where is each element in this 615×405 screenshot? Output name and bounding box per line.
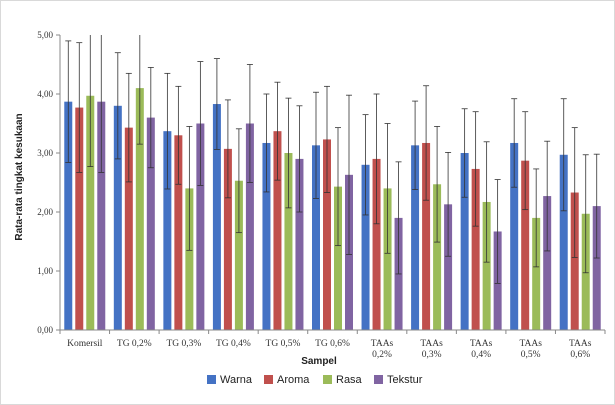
bar-tekstur xyxy=(592,206,601,330)
bar-rasa xyxy=(86,95,95,331)
y-axis-ticks: 0,00 1,00 2,00 3,00 4,00 5,00 xyxy=(37,30,60,335)
y-axis-title: Rata-rata tingkat kesukaan xyxy=(14,113,25,240)
bars-group xyxy=(64,88,601,331)
x-tick-label-line: TAAs xyxy=(470,339,493,349)
legend-label-aroma: Aroma xyxy=(277,374,310,386)
x-tick-label-line: 0,3% xyxy=(422,350,442,360)
legend-swatch-aroma xyxy=(264,375,273,384)
x-tick-label-line: TG 0,6% xyxy=(315,339,350,349)
bar-tekstur xyxy=(146,117,155,330)
x-tick-label-line: 0,5% xyxy=(521,350,541,360)
bar-warna xyxy=(163,131,172,330)
x-axis-ticks: Komersil TG 0,2% TG 0,3% TG 0,4% TG 0,5% TG 0… xyxy=(59,330,606,360)
x-tick-label: Komersil xyxy=(67,339,103,349)
x-tick-label-line: TG 0,2% xyxy=(117,339,152,349)
x-tick-label: TG 0,5% xyxy=(266,339,301,349)
bar-aroma xyxy=(223,148,232,330)
x-tick-label: TAAs 0,4% xyxy=(470,339,493,360)
bar-rasa xyxy=(234,180,243,330)
bar-aroma xyxy=(471,168,480,330)
x-tick-label-line: TG 0,4% xyxy=(216,339,251,349)
bar-warna xyxy=(361,164,370,330)
bar-warna xyxy=(312,145,320,330)
bar-aroma xyxy=(570,192,579,330)
y-tick-label: 0,00 xyxy=(37,325,53,335)
x-tick-label-line: TAAs xyxy=(519,339,542,349)
y-tick-label: 1,00 xyxy=(37,266,53,276)
x-tick-label: TG 0,2% xyxy=(117,339,152,349)
bar-tekstur xyxy=(196,123,205,330)
y-tick-label: 5,00 xyxy=(37,30,53,40)
x-tick-label: TAAs 0,3% xyxy=(420,339,443,360)
bar-aroma xyxy=(323,139,331,330)
bar-rasa xyxy=(185,188,194,330)
bar-tekstur xyxy=(97,101,106,330)
bar-warna xyxy=(64,101,73,330)
bar-rasa xyxy=(433,184,442,330)
y-tick-label: 4,00 xyxy=(37,89,53,99)
bar-aroma xyxy=(372,158,381,330)
legend-swatch-tekstur xyxy=(374,375,383,384)
x-tick-label-line: TAAs xyxy=(371,339,394,349)
bar-aroma xyxy=(521,160,530,330)
x-tick-label-line: TG 0,3% xyxy=(166,339,201,349)
bar-warna xyxy=(411,145,420,330)
x-tick-label: TAAs 0,2% xyxy=(371,339,394,360)
x-tick-label-line: 0,6% xyxy=(570,350,590,360)
x-tick-label-line: TAAs xyxy=(420,339,443,349)
x-tick-label-line: 0,2% xyxy=(372,350,392,360)
axes-group xyxy=(59,35,605,331)
x-tick-label: TG 0,6% xyxy=(315,339,350,349)
x-tick-label-line: TAAs xyxy=(569,339,592,349)
bar-warna xyxy=(113,105,122,330)
bar-aroma xyxy=(422,142,431,330)
x-tick-label: TAAs 0,5% xyxy=(519,339,542,360)
x-tick-label: TAAs 0,6% xyxy=(569,339,592,360)
bar-rasa xyxy=(135,88,144,330)
x-tick-label: TG 0,3% xyxy=(166,339,201,349)
bar-aroma xyxy=(273,131,282,330)
bar-rasa xyxy=(284,153,293,330)
legend-label-warna: Warna xyxy=(220,374,253,386)
bar-rasa xyxy=(482,201,491,330)
x-tick-label-line: Komersil xyxy=(67,339,103,349)
legend-label-rasa: Rasa xyxy=(336,374,363,386)
bar-warna xyxy=(559,154,568,330)
bar-aroma xyxy=(174,135,183,330)
bar-tekstur xyxy=(245,123,254,330)
bar-tekstur xyxy=(444,204,453,330)
legend: Warna Aroma Rasa Tekstur xyxy=(207,374,423,386)
legend-label-tekstur: Tekstur xyxy=(387,374,423,386)
y-tick-label: 3,00 xyxy=(37,148,53,158)
bar-warna xyxy=(262,142,271,330)
bar-rasa xyxy=(532,217,541,330)
x-tick-label: TG 0,4% xyxy=(216,339,251,349)
bar-aroma xyxy=(124,127,133,330)
x-tick-label-line: 0,4% xyxy=(471,350,491,360)
bar-warna xyxy=(212,104,221,330)
legend-swatch-warna xyxy=(207,375,216,384)
error-bars-group xyxy=(65,35,600,284)
bar-rasa xyxy=(383,188,392,330)
legend-swatch-rasa xyxy=(323,375,332,384)
bar-tekstur xyxy=(295,158,304,330)
bar-warna xyxy=(510,142,519,330)
bar-rasa xyxy=(334,186,342,330)
y-tick-label: 2,00 xyxy=(37,207,53,217)
bar-warna xyxy=(460,153,469,330)
bar-aroma xyxy=(75,107,84,330)
x-axis-title: Sampel xyxy=(301,356,337,367)
bar-tekstur xyxy=(543,196,552,330)
x-tick-label-line: TG 0,5% xyxy=(266,339,301,349)
